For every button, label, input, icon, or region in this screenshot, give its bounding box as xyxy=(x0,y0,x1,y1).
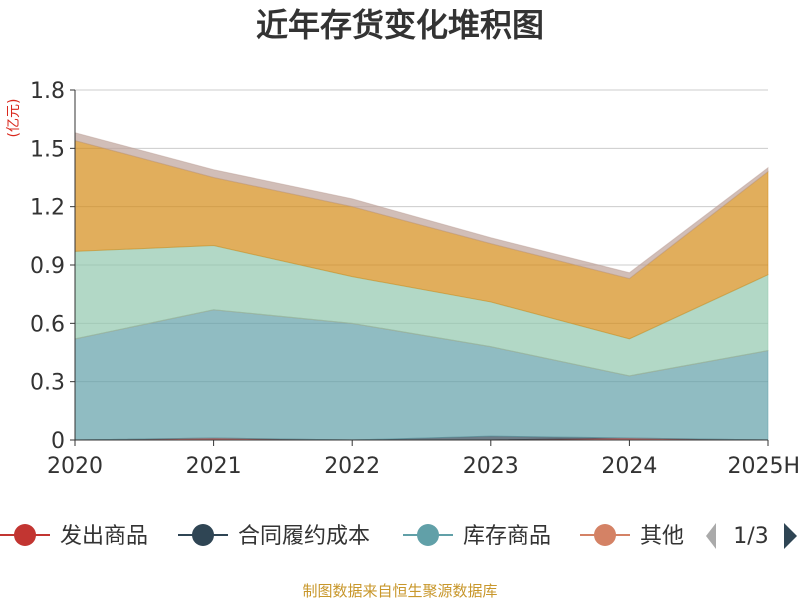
x-tick-label: 2022 xyxy=(324,454,380,479)
legend-label: 库存商品 xyxy=(463,524,551,549)
y-tick-label: 1.2 xyxy=(30,196,65,221)
legend-item-发出商品[interactable]: 发出商品 xyxy=(0,524,148,549)
y-tick-label: 1.5 xyxy=(30,137,65,162)
axes xyxy=(70,89,769,446)
x-tick-label: 2023 xyxy=(463,454,519,479)
legend-marker xyxy=(417,524,439,546)
legend-item-其他[interactable]: 其他 xyxy=(580,524,684,549)
x-tick-label: 2021 xyxy=(186,454,242,479)
x-tick-labels: 2020 2021 2022 2023 2024 2025H xyxy=(47,454,800,479)
legend: 发出商品 合同履约成本 库存商品 其他 xyxy=(0,524,684,549)
x-tick-label: 2025H xyxy=(727,454,800,479)
legend-page-indicator: 1/3 xyxy=(733,524,768,549)
y-tick-label: 1.8 xyxy=(30,79,65,104)
legend-prev-page-icon[interactable] xyxy=(706,523,716,549)
legend-label: 合同履约成本 xyxy=(238,524,370,549)
x-tick-label: 2020 xyxy=(47,454,103,479)
y-tick-label: 0.3 xyxy=(30,371,65,396)
chart-title: 近年存货变化堆积图 xyxy=(256,6,544,44)
legend-item-合同履约成本[interactable]: 合同履约成本 xyxy=(178,524,370,549)
legend-item-库存商品[interactable]: 库存商品 xyxy=(403,524,551,549)
legend-marker xyxy=(594,524,616,546)
x-tick-label: 2024 xyxy=(601,454,657,479)
data-source-note: 制图数据来自恒生聚源数据库 xyxy=(302,582,497,600)
area-series-7 xyxy=(74,132,769,280)
y-tick-label: 0 xyxy=(51,429,65,454)
y-tick-label: 0.9 xyxy=(30,254,65,279)
y-tick-labels: 0 0.3 0.6 0.9 1.2 1.5 1.8 xyxy=(30,79,65,454)
y-tick-label: 0.6 xyxy=(30,312,65,337)
y-axis-unit-label: (亿元) xyxy=(6,99,22,138)
legend-next-page-icon[interactable] xyxy=(784,523,797,549)
legend-label: 发出商品 xyxy=(60,524,148,549)
legend-marker xyxy=(14,524,36,546)
legend-label: 其他 xyxy=(640,524,684,549)
stacked-areas xyxy=(74,132,769,441)
legend-marker xyxy=(192,524,214,546)
